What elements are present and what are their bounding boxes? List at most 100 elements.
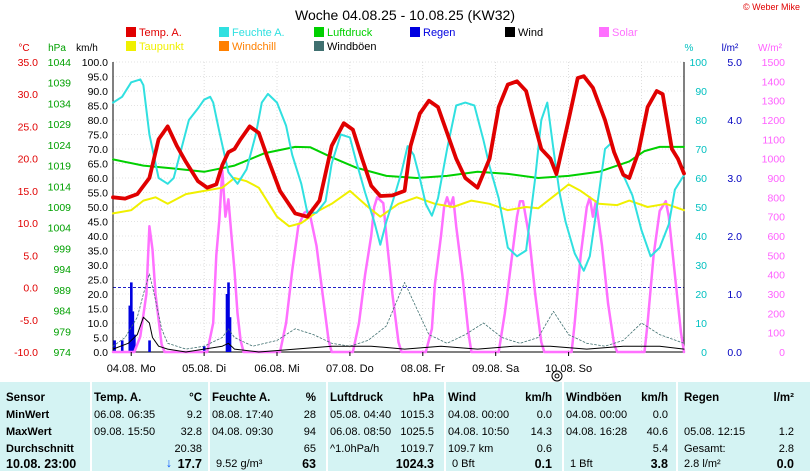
y-tick-label-wind_kmh: 85.0: [88, 101, 109, 113]
y-tick-label-solar_wm2: 1400: [762, 76, 786, 88]
y-tick-label-temp_c: 30.0: [18, 89, 39, 101]
wind-min-value: 0.0: [536, 409, 552, 421]
boeen-avg-value: 5.4: [652, 443, 668, 455]
y-tick-label-pressure_hpa: 994: [53, 264, 71, 276]
regen-total-value: 2.8: [778, 443, 794, 455]
y-tick-label-wind_kmh: 35.0: [88, 246, 109, 258]
weather-chart: Woche 04.08.25 - 10.08.25 (KW32) © Weber…: [14, 2, 800, 382]
rain-bar: [120, 340, 124, 352]
rain-bar: [227, 282, 230, 352]
y-tick-label-pressure_hpa: 1039: [48, 78, 72, 90]
y-tick-label-temp_c: 20.0: [18, 154, 39, 166]
y-tick-label-rain_lm2: 5.0: [727, 57, 742, 69]
x-tick-label: 09.08. Sa: [472, 363, 520, 375]
rain-bar: [225, 294, 229, 352]
col-regen: Regen l/m² 05.08. 12:15 1.2 Gesamt: 2.8 …: [678, 382, 810, 471]
row-label-current: 10.08. 23:00: [6, 457, 77, 471]
y-tick-label-rain_lm2: 3.0: [727, 173, 742, 185]
wind-bft: 0 Bft: [452, 458, 475, 470]
y-tick-label-pressure_hpa: 1029: [48, 119, 72, 131]
y-tick-label-solar_wm2: 300: [767, 289, 785, 301]
luftdruck-max-value: 1025.5: [400, 426, 434, 438]
y-tick-label-solar_wm2: 500: [767, 250, 785, 262]
legend-label: Temp. A.: [139, 27, 182, 39]
y-tick-label-pressure_hpa: 1009: [48, 202, 72, 214]
temp-avg-value: 20.38: [174, 443, 202, 455]
legend-swatch: [219, 41, 229, 51]
rain-bar: [133, 334, 136, 352]
y-tick-label-wind_kmh: 30.0: [88, 260, 109, 272]
legend-label: Luftdruck: [327, 27, 373, 39]
y-tick-label-wind_kmh: 75.0: [88, 130, 109, 142]
y-tick-label-solar_wm2: 700: [767, 212, 785, 224]
series-line-windb-en: [112, 273, 685, 350]
y-tick-label-temp_c: -5.0: [20, 315, 38, 327]
col-feuchte: Feuchte A. % 08.08. 17:40 28 04.08. 09:3…: [210, 382, 328, 471]
rain-bar: [228, 317, 232, 352]
y-tick-label-solar_wm2: 1500: [762, 57, 786, 69]
feuchte-min-time: 08.08. 17:40: [212, 409, 274, 421]
col-sensor: Sensor MinWert MaxWert Durchschnitt 10.0…: [0, 382, 92, 471]
header-temp: Temp. A.: [94, 392, 142, 404]
y-tick-label-solar_wm2: 1200: [762, 115, 786, 127]
legend-swatch: [410, 27, 420, 37]
y-tick-label-wind_kmh: 25.0: [88, 275, 109, 287]
y-tick-label-pressure_hpa: 1024: [48, 140, 72, 152]
legend-swatch: [126, 27, 136, 37]
regen-total-label: Gesamt:: [684, 443, 726, 455]
y-tick-label-pressure_hpa: 1004: [48, 223, 72, 235]
legend-label: Feuchte A.: [232, 27, 285, 39]
legend-swatch: [505, 27, 515, 37]
scroll-handle[interactable]: [551, 370, 563, 382]
regen-max-time: 05.08. 12:15: [684, 426, 746, 438]
legend-label: Windböen: [327, 41, 377, 53]
axis-label-rain_lm2: l/m²: [722, 43, 739, 54]
y-tick-label-wind_kmh: 20.0: [88, 289, 109, 301]
legend-label: Windchill: [232, 41, 276, 53]
row-label-max: MaxWert: [6, 426, 52, 438]
x-tick-label: 05.08. Di: [182, 363, 226, 375]
y-tick-label-wind_kmh: 45.0: [88, 217, 109, 229]
wind-distance: 109.7 km: [448, 443, 494, 455]
boeen-bft: 1 Bft: [570, 458, 593, 470]
boeen-max-value: 40.6: [646, 426, 668, 438]
y-tick-label-humidity_pct: 30: [695, 260, 707, 272]
header-temp-unit: °C: [189, 392, 202, 404]
col-temp: Temp. A. °C 06.08. 06:35 9.2 09.08. 15:5…: [92, 382, 210, 471]
temp-current-value: 17.7: [177, 457, 202, 471]
y-tick-label-wind_kmh: 55.0: [88, 188, 109, 200]
temp-max-value: 32.8: [180, 426, 202, 438]
legend-label: Regen: [423, 27, 455, 39]
legend-swatch: [599, 27, 609, 37]
col-wind: Wind km/h 04.08. 00:00 0.0 04.08. 10:50 …: [446, 382, 564, 471]
regen-current-value: 0.0: [776, 457, 794, 471]
luftdruck-max-time: 06.08. 08:50: [330, 426, 392, 438]
temp-max-time: 09.08. 15:50: [94, 426, 156, 438]
series-line-luftdruck: [112, 145, 685, 179]
temp-min-time: 06.08. 06:35: [94, 409, 156, 421]
temp-min-value: 9.2: [186, 409, 202, 421]
y-tick-label-solar_wm2: 1300: [762, 96, 786, 108]
series-line-temp-a-: [111, 74, 686, 219]
y-tick-label-temp_c: 15.0: [18, 186, 39, 198]
y-tick-label-rain_lm2: 4.0: [727, 115, 742, 127]
y-tick-label-pressure_hpa: 984: [53, 306, 71, 318]
y-tick-label-solar_wm2: 800: [767, 192, 785, 204]
wind-avg-value: 0.6: [536, 443, 552, 455]
chart-axes: 35.0 30.0 25.0 20.0 15.0 10.0 5.0 0.0 -5.0 -10.0 1…: [14, 57, 785, 359]
y-tick-label-wind_kmh: 40.0: [88, 231, 109, 243]
y-tick-label-wind_kmh: 95.0: [88, 72, 109, 84]
header-feuchte: Feuchte A.: [212, 392, 271, 404]
x-tick-label: 08.08. Fr: [401, 363, 445, 375]
rain-bar: [130, 282, 133, 352]
y-tick-label-temp_c: 5.0: [23, 250, 38, 262]
y-tick-label-humidity_pct: 80: [695, 115, 707, 127]
y-tick-label-wind_kmh: 100.0: [82, 57, 108, 69]
boeen-max-time: 04.08. 16:28: [566, 426, 628, 438]
col-luftdruck: Luftdruck hPa 05.08. 04:40 1015.3 06.08.…: [328, 382, 446, 471]
rain-bar: [131, 311, 135, 352]
rain-bar: [148, 340, 151, 352]
y-tick-label-wind_kmh: 90.0: [88, 86, 109, 98]
regen-current-total: 2.8 l/m²: [684, 458, 721, 470]
header-luftdruck-unit: hPa: [412, 392, 434, 404]
